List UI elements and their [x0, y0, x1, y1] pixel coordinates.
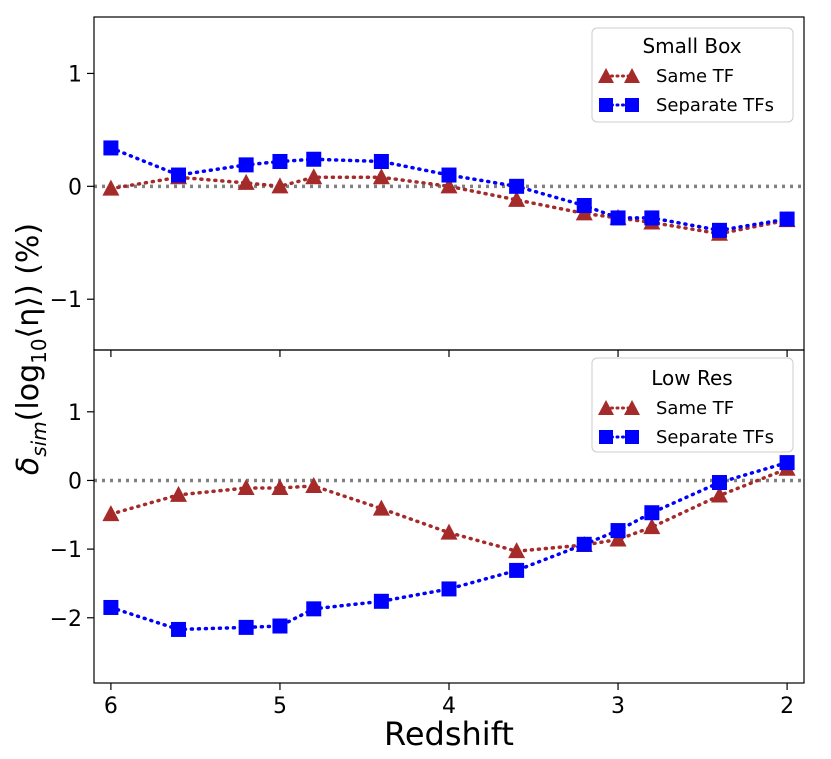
- low-res-legend: Low Res Same TF Separate TFs: [591, 357, 794, 453]
- small-box-point-same-tf: [508, 190, 526, 207]
- low-res-point-same-tf: [440, 523, 458, 540]
- low-res-point-separate-tfs: [373, 593, 389, 609]
- low-res-point-separate-tfs: [509, 562, 525, 578]
- legend-label-same-tf: Same TF: [656, 398, 734, 419]
- small-box-legend-entry-same-tf: Same TF: [598, 66, 734, 87]
- legend-square-icon: [599, 430, 613, 444]
- small-box-point-separate-tfs: [306, 151, 322, 167]
- low-res-point-same-tf: [237, 479, 255, 496]
- low-res-point-separate-tfs: [272, 618, 288, 634]
- low-res-axes-frame: [93, 349, 805, 684]
- xtick-label: 3: [611, 694, 625, 719]
- low-res-point-same-tf: [710, 486, 728, 503]
- low-res-legend-entry-separate-tfs: Separate TFs: [599, 427, 774, 448]
- legend-label-separate-tfs: Separate TFs: [656, 95, 774, 116]
- small-box-point-separate-tfs: [576, 198, 592, 214]
- legend-square-icon: [625, 98, 639, 112]
- low-res-point-same-tf: [508, 542, 526, 559]
- small-box-point-same-tf: [237, 173, 255, 190]
- low-res-legend-entry-same-tf: Same TF: [598, 398, 734, 419]
- xtick-label: 5: [273, 694, 287, 719]
- y-axis-title-close: ) (%): [11, 223, 46, 296]
- small-box-ytick-label: −1: [50, 288, 82, 313]
- legend-triangle-icon: [598, 400, 614, 415]
- small-box-point-same-tf: [102, 179, 120, 196]
- y-axis-title: δsim(log10⟨η⟩) (%): [11, 223, 51, 475]
- low-res-ytick-label: −1: [50, 538, 82, 563]
- small-box-point-same-tf: [305, 168, 323, 185]
- legend-triangle-icon: [598, 68, 614, 83]
- y-axis-title-open: (log: [11, 364, 46, 421]
- low-res-legend-title: Low Res: [651, 366, 732, 390]
- legend-label-same-tf: Same TF: [656, 66, 734, 87]
- low-res-plot-area: 1 0 −1 −2 6 5 4 3 2: [50, 349, 805, 719]
- low-res-ytick-label: −2: [50, 607, 82, 632]
- y-axis-title-sub: sim: [27, 421, 51, 456]
- small-box-point-separate-tfs: [272, 153, 288, 169]
- y-axis-title-eta: ⟨η⟩: [11, 296, 46, 338]
- y-axis-title-delta: δ: [11, 457, 46, 475]
- low-res-point-separate-tfs: [441, 581, 457, 597]
- small-box-point-separate-tfs: [610, 210, 626, 226]
- low-res-point-separate-tfs: [644, 505, 660, 521]
- small-box-point-same-tf: [372, 168, 390, 185]
- low-res-point-separate-tfs: [576, 536, 592, 552]
- legend-label-separate-tfs: Separate TFs: [656, 427, 774, 448]
- small-box-point-separate-tfs: [441, 167, 457, 183]
- low-res-ytick-label: 0: [68, 469, 82, 494]
- low-res-point-separate-tfs: [238, 619, 254, 635]
- low-res-point-separate-tfs: [779, 455, 795, 471]
- low-res-legend-frame: [591, 357, 794, 453]
- small-box-ytick-label: 0: [68, 175, 82, 200]
- small-box-point-separate-tfs: [509, 178, 525, 194]
- small-box-point-same-tf: [440, 177, 458, 194]
- x-axis-title: Redshift: [384, 715, 514, 753]
- small-box-point-separate-tfs: [373, 153, 389, 169]
- small-box-point-same-tf: [271, 177, 289, 194]
- small-box-point-separate-tfs: [644, 210, 660, 226]
- low-res-point-same-tf: [372, 499, 390, 516]
- small-box-plot-area: 1 0 −1: [50, 16, 805, 357]
- low-res-series-line-separate-tfs: [109, 460, 789, 632]
- small-box-point-separate-tfs: [171, 167, 187, 183]
- low-res-ytick-label: 1: [68, 401, 82, 426]
- low-res-point-separate-tfs: [711, 475, 727, 491]
- low-res-point-separate-tfs: [171, 621, 187, 637]
- small-box-legend-entry-separate-tfs: Separate TFs: [599, 95, 774, 116]
- small-box-ytick-label: 1: [68, 62, 82, 87]
- xtick-label: 4: [442, 694, 456, 719]
- small-box-point-separate-tfs: [238, 157, 254, 173]
- small-box-legend-frame: [591, 27, 794, 123]
- low-res-point-separate-tfs: [306, 601, 322, 617]
- legend-square-icon: [599, 98, 613, 112]
- low-res-point-separate-tfs: [103, 599, 119, 615]
- low-res-point-same-tf: [609, 530, 627, 547]
- small-box-point-separate-tfs: [779, 211, 795, 227]
- xtick-label: 2: [780, 694, 794, 719]
- panel-small-box: 1 0 −1 Small Box Same TF Separate TFs: [50, 16, 805, 357]
- legend-triangle-icon: [624, 68, 640, 83]
- small-box-point-separate-tfs: [711, 222, 727, 238]
- low-res-point-separate-tfs: [610, 523, 626, 539]
- low-res-point-same-tf: [170, 485, 188, 502]
- small-box-legend-title: Small Box: [642, 34, 741, 58]
- y-axis-title-logsub: 10: [27, 338, 51, 363]
- low-res-point-same-tf: [643, 518, 661, 535]
- panel-low-res: 1 0 −1 −2 6 5 4 3 2 Low Res Same TF Separate TFs: [50, 349, 805, 719]
- small-box-point-separate-tfs: [103, 140, 119, 156]
- xtick-label: 6: [104, 694, 118, 719]
- low-res-point-same-tf: [102, 505, 120, 522]
- low-res-point-same-tf: [305, 476, 323, 493]
- low-res-point-same-tf: [271, 479, 289, 496]
- small-box-legend: Small Box Same TF Separate TFs: [591, 27, 794, 123]
- legend-square-icon: [625, 430, 639, 444]
- legend-triangle-icon: [624, 400, 640, 415]
